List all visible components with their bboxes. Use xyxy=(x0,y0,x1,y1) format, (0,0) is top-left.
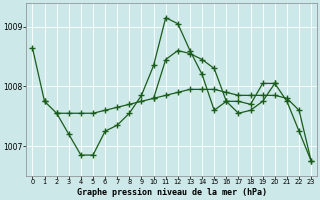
X-axis label: Graphe pression niveau de la mer (hPa): Graphe pression niveau de la mer (hPa) xyxy=(77,188,267,197)
